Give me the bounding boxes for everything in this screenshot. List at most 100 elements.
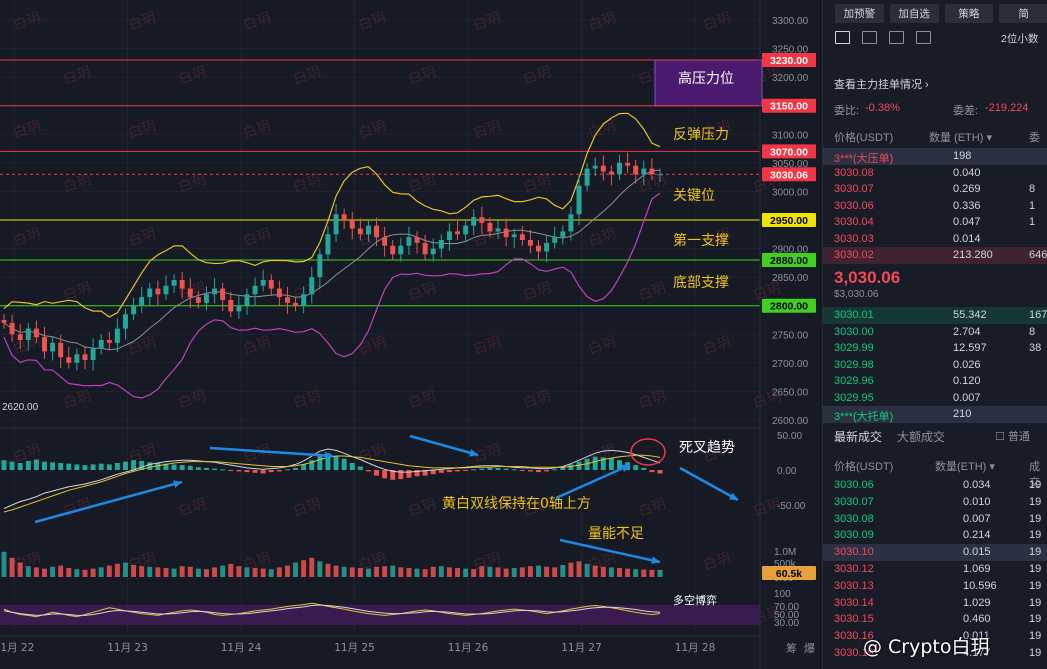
macd-histogram-bar — [82, 465, 88, 470]
trades-col-time: 成交 — [1029, 461, 1040, 489]
candle-body — [268, 280, 274, 289]
trend-arrow — [559, 538, 661, 564]
alert-button[interactable]: 加预警 — [835, 4, 884, 23]
bid-row[interactable]: 3029.96 0.120 — [823, 373, 1047, 390]
price-axis-tick-label: 2900.00 — [772, 245, 809, 256]
main-orders-link-row[interactable]: 查看主力挂单情况 › — [823, 74, 1047, 91]
candle-body — [82, 354, 88, 360]
macd-histogram-bar — [527, 470, 533, 472]
price-annotation: 高压力位 — [678, 70, 734, 87]
ask-row[interactable]: 3***(大压单) 198 — [823, 148, 1047, 165]
ask-row[interactable]: 3030.03 0.014 — [823, 231, 1047, 248]
footer-icon[interactable]: 筹 — [786, 641, 797, 655]
volume-bar — [203, 569, 209, 577]
trade-row[interactable]: 3030.06 0.034 19 — [823, 477, 1047, 494]
trade-row[interactable]: 3030.13 10.596 19 — [823, 578, 1047, 595]
volume-bar — [617, 568, 622, 577]
macd-histogram-bar — [617, 460, 622, 470]
macd-histogram-bar — [641, 467, 647, 470]
both-sides-view-icon[interactable] — [835, 30, 850, 44]
high-resistance-zone — [654, 59, 763, 107]
trade-row[interactable]: 3030.08 0.007 19 — [823, 511, 1047, 528]
volume-bar — [228, 563, 234, 577]
book-header-row[interactable]: 价格(USDT)数量 (ETH) ▾委托 — [823, 127, 1047, 160]
volume-bar — [325, 563, 331, 577]
candle-body — [511, 234, 517, 238]
macd-histogram-bar — [560, 467, 566, 470]
bids-view-icon[interactable] — [862, 30, 877, 44]
ratio-row[interactable]: 委比: -0.38% 委差: -219.224 — [823, 100, 1047, 117]
trade-row[interactable]: 3030.12 1.069 19 — [823, 561, 1047, 578]
bid-price: 3030.00 — [834, 325, 874, 338]
ask-row[interactable]: 3030.04 0.047 1 — [823, 214, 1047, 231]
bid-row[interactable]: 3029.95 0.007 — [823, 390, 1047, 407]
macd-histogram-bar — [98, 463, 104, 470]
bid-row[interactable]: 3029.98 0.026 — [823, 357, 1047, 374]
price-chart[interactable]: 3300.00 3250.00 3200.00 3150.00 3100.00 3050.… — [0, 0, 820, 669]
trade-qty: 0.034 — [963, 479, 991, 491]
price-axis-tick-label: 2600.00 — [772, 416, 809, 427]
macd-histogram-bar — [252, 470, 258, 473]
trade-row[interactable]: 3030.14 1.029 19 — [823, 595, 1047, 612]
trades-header-row[interactable]: 价格(USDT) 数量(ETH) ▾ 成交 — [823, 456, 1047, 489]
precision-select[interactable]: 2位小数 — [1001, 33, 1039, 45]
ask-row[interactable]: 3030.08 0.040 — [823, 165, 1047, 182]
volume-bar — [463, 568, 469, 577]
trend-arrow-head — [621, 464, 630, 472]
price-level-tag — [762, 213, 816, 227]
macd-histogram-bar — [511, 469, 517, 471]
footer-icon[interactable]: 爆 — [804, 641, 815, 655]
candle-body — [641, 168, 647, 175]
trade-row[interactable]: 3030.10 0.015 19 — [823, 544, 1047, 562]
price-level-tag-label: 2880.00 — [770, 255, 808, 267]
volume-bar — [106, 565, 112, 577]
trade-row[interactable]: 3030.07 0.010 19 — [823, 494, 1047, 511]
bid-row[interactable]: 3030.00 2.704 8 — [823, 324, 1047, 341]
time-axis-tick-label: 11月 28 — [675, 642, 716, 654]
simple-button[interactable]: 简 — [999, 4, 1047, 23]
macd-histogram-bar — [536, 470, 541, 473]
volume-bar — [42, 568, 47, 577]
trade-row[interactable]: 3030.15 0.460 19 — [823, 611, 1047, 628]
bid-row[interactable]: 3***(大托单) 210 — [823, 406, 1047, 423]
ask-row[interactable]: 3030.02 213.280 646 — [823, 247, 1047, 264]
macd-histogram-bar — [519, 470, 525, 471]
ask-qty: 0.014 — [953, 232, 981, 245]
watchlist-button[interactable]: 加自选 — [889, 4, 939, 23]
bollinger-upper-band — [3, 112, 661, 318]
volume-bar — [284, 565, 290, 577]
trade-row[interactable]: 3030.19 4.177 19 — [823, 645, 1047, 662]
trade-row[interactable]: 3030.16 0.011 19 — [823, 628, 1047, 645]
volume-bar — [236, 566, 242, 577]
candle-body — [455, 231, 461, 235]
volume-bar — [341, 566, 347, 577]
candle-body — [600, 165, 606, 172]
candle-body — [220, 288, 226, 300]
candle-body — [649, 168, 655, 175]
volume-bar — [244, 567, 250, 577]
last-price: 3,030.06 — [834, 268, 901, 287]
bid-qty: 12.597 — [953, 342, 987, 354]
bid-row[interactable]: 3030.01 55.342 167 — [823, 307, 1047, 324]
last-price-row[interactable]: 3,030.06 — [823, 268, 1047, 287]
trade-price: 3030.09 — [834, 529, 874, 542]
volume-bar — [511, 568, 517, 577]
asks-view-icon[interactable] — [889, 30, 904, 44]
bid-row[interactable]: 3029.99 12.597 38 — [823, 340, 1047, 357]
expand-icon[interactable] — [916, 30, 931, 44]
candle-body — [446, 231, 452, 240]
candle-body — [317, 254, 323, 278]
last-price-sub-row[interactable]: $3,030.06 — [823, 287, 1047, 304]
candle-body — [633, 165, 639, 175]
macd-histogram-bar — [584, 458, 590, 470]
trade-row[interactable]: 3030.09 0.214 19 — [823, 527, 1047, 544]
macd-axis-tick-label: 50.00 — [777, 431, 802, 442]
candle-body — [430, 248, 436, 255]
ask-row[interactable]: 3030.07 0.269 8 — [823, 181, 1047, 198]
ask-third: 646 — [1029, 249, 1047, 261]
volume-bar — [495, 567, 501, 577]
ask-row[interactable]: 3030.06 0.336 1 — [823, 198, 1047, 215]
trade-tabs-row[interactable]: 最新成交 大额成交 ☐ 普通 — [823, 426, 1047, 444]
volume-bar — [139, 566, 145, 577]
strategy-button[interactable]: 策略 — [944, 4, 994, 23]
